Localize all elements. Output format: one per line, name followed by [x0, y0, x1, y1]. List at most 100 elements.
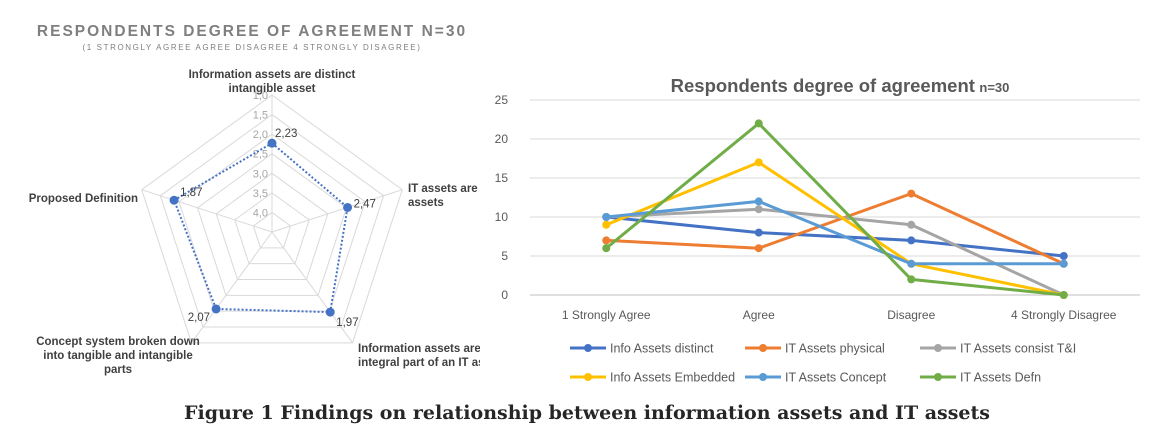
radar-ring [252, 211, 292, 249]
legend-item: Info Assets distinct [570, 342, 714, 356]
radar-point [325, 307, 335, 317]
line-y-tick-label: 10 [495, 210, 509, 224]
line-chart-title-suffix: n=30 [979, 80, 1009, 95]
radar-axis-label-line: IT assets are physical tangible [408, 183, 480, 195]
legend-label: IT Assets Concept [785, 371, 887, 385]
radar-value-label: 1,87 [180, 187, 202, 199]
line-series-line [606, 215, 1064, 258]
line-series-point [907, 189, 916, 198]
radar-axis-label: IT assets are physical tangible assets [408, 183, 480, 209]
line-y-tick-labels: 0 5 10 15 20 25 [495, 93, 509, 302]
line-series-group [602, 158, 1068, 299]
line-series-line [605, 160, 1065, 297]
line-y-tick-label: 0 [501, 288, 508, 302]
radar-point [267, 138, 277, 148]
line-series-point [754, 228, 763, 237]
radar-axis-label-line: Concept system broken down [36, 336, 200, 348]
radar-axis-label-line: into tangible and intangible [43, 350, 193, 362]
line-x-tick-labels: 1 Strongly Agree Agree Disagree 4 Strongly … [562, 308, 1117, 322]
line-y-tick-label: 25 [495, 93, 509, 107]
radar-axis-label-line: Information assets are an [358, 343, 480, 355]
line-series-group [602, 197, 1068, 268]
legend-item: IT Assets Defn [920, 371, 1041, 385]
line-series-line [605, 121, 1064, 297]
legend-swatch-marker [759, 344, 767, 352]
line-legend: Info Assets distinct IT Assets physical IT… [570, 342, 1076, 385]
line-grid [530, 99, 1140, 296]
line-series-line [606, 207, 1065, 297]
line-series-point [1059, 259, 1068, 268]
line-x-tick-label: Disagree [887, 308, 935, 322]
line-series-group [602, 205, 1068, 299]
radar-ring [215, 172, 329, 281]
figure-caption: Figure 1 Findings on relationship betwee… [184, 402, 990, 424]
radar-axis-label-line: intangible asset [229, 83, 316, 95]
legend-label: IT Assets physical [785, 342, 885, 356]
line-series-point [907, 236, 916, 245]
radar-title: RESPONDENTS DEGREE OF AGREEMENT N=30 [37, 23, 467, 40]
line-series-point [602, 220, 611, 229]
radar-tick-label: 4,0 [253, 207, 268, 219]
radar-axis-label-line: Information assets are distinct [189, 69, 356, 81]
radar-spoke [141, 189, 273, 233]
line-y-tick-label: 20 [495, 132, 509, 146]
legend-item: IT Assets consist T&I [920, 342, 1076, 356]
radar-axis-label-line: parts [104, 364, 132, 376]
line-chart: Respondents degree of agreement n=30 0 5 1… [495, 75, 1140, 385]
line-series-point [754, 205, 763, 214]
line-x-tick-label: 4 Strongly Disagree [1011, 308, 1117, 322]
legend-label: IT Assets consist T&I [960, 342, 1076, 356]
radar-ring [159, 113, 385, 328]
radar-value-label: 2,23 [275, 128, 297, 140]
radar-ring [234, 192, 310, 265]
line-chart-title: Respondents degree of agreement n=30 [671, 75, 1010, 96]
radar-point [211, 304, 221, 314]
legend-item: Info Assets Embedded [570, 371, 735, 385]
radar-point [169, 195, 179, 205]
legend-item: IT Assets physical [745, 342, 885, 356]
legend-swatch-marker [584, 344, 592, 352]
line-series-point [754, 244, 763, 253]
radar-axis-label: Information assets are an integral part o… [358, 343, 480, 369]
line-series [602, 119, 1068, 299]
radar-ring [141, 94, 403, 344]
radar-point [343, 202, 353, 212]
legend-label: Info Assets Embedded [610, 371, 735, 385]
radar-series: 2,23 2,47 1,97 2,07 1,87 [169, 128, 376, 329]
line-series-point [602, 244, 611, 253]
radar-spoke [191, 231, 273, 344]
radar-chart: RESPONDENTS DEGREE OF AGREEMENT N=30 (1 … [29, 23, 480, 376]
radar-value-label: 2,47 [354, 198, 376, 210]
radar-tick-label: 1,0 [253, 90, 268, 102]
legend-swatch-marker [934, 373, 942, 381]
line-series-group [602, 119, 1068, 299]
line-series-point [907, 275, 916, 284]
radar-tick-label: 3,0 [253, 168, 268, 180]
line-series-point [754, 119, 763, 128]
radar-subtitle: (1 STRONGLY AGREE AGREE DISAGREE 4 STRON… [83, 43, 422, 52]
line-series-point [907, 259, 916, 268]
line-series-point [1059, 252, 1068, 260]
radar-value-label: 1,97 [336, 317, 358, 329]
legend-swatch-marker [584, 373, 592, 381]
line-series-point [602, 236, 611, 245]
radar-axis-labels: Information assets are distinct intangibl… [29, 69, 480, 376]
radar-grid [141, 94, 403, 344]
legend-label: Info Assets distinct [610, 342, 714, 356]
line-y-tick-label: 5 [501, 249, 508, 263]
line-series-line [606, 199, 1064, 266]
line-series-point [754, 197, 763, 206]
line-series-line [606, 192, 1065, 266]
radar-axis-label-line: integral part of an IT asset [358, 357, 480, 369]
legend-swatch-marker [934, 344, 942, 352]
line-x-tick-label: Agree [743, 308, 775, 322]
line-y-tick-label: 15 [495, 171, 509, 185]
radar-axis-label: Information assets are distinct intangibl… [189, 69, 356, 95]
radar-axis-label-line: assets [408, 197, 444, 209]
line-series-point [1059, 291, 1068, 299]
line-series-point [907, 220, 916, 229]
line-chart-title-main: Respondents degree of agreement [671, 75, 975, 96]
radar-spoke [271, 231, 353, 344]
radar-value-label: 2,07 [188, 312, 210, 324]
radar-tick-label: 2,5 [253, 149, 268, 161]
